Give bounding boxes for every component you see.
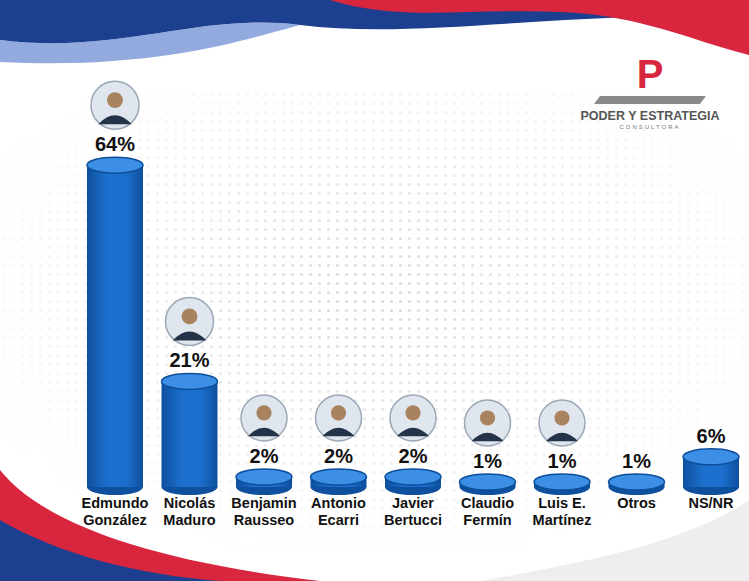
labels: 64% EdmundoGonzález 21% NicolásMaduro 2% Benj… xyxy=(82,81,735,528)
portrait-body xyxy=(322,428,354,437)
portrait xyxy=(91,81,139,129)
category-label: Luis E.Martínez xyxy=(533,495,592,528)
data-label: 1% xyxy=(473,450,502,472)
category-line: Javier xyxy=(392,495,434,511)
bar-top xyxy=(460,474,516,490)
bar-top xyxy=(683,449,739,465)
portrait xyxy=(241,395,287,441)
data-label: 1% xyxy=(548,450,577,472)
brand-name: PODER Y ESTRATEGIA xyxy=(581,109,720,123)
bar xyxy=(385,469,441,495)
category-line: Nicolás xyxy=(164,495,216,511)
category-label: NicolásMaduro xyxy=(163,495,216,528)
portrait xyxy=(316,395,362,441)
portrait-frame xyxy=(166,297,214,345)
portrait-frame xyxy=(316,395,362,441)
chart: P PODER Y ESTRATEGIACONSULTORA 64% EdmundoG… xyxy=(0,0,749,581)
bottom-swoosh-gray xyxy=(480,500,749,581)
data-label: 64% xyxy=(95,133,135,155)
bar-top xyxy=(385,469,441,485)
category-label: JavierBertucci xyxy=(384,495,442,528)
portrait-frame xyxy=(465,400,511,446)
portrait-frame xyxy=(91,81,139,129)
bottom-swoosh-blue xyxy=(0,520,220,581)
portrait-head xyxy=(331,405,346,420)
bar-body xyxy=(87,165,143,487)
category-line: Claudio xyxy=(461,495,514,511)
category-line: NS/NR xyxy=(688,495,734,511)
portrait xyxy=(465,400,511,446)
portrait-frame xyxy=(390,395,436,441)
top-swoosh-red xyxy=(330,0,749,55)
category-label: NS/NR xyxy=(688,495,734,511)
portrait-head xyxy=(182,308,198,324)
data-label: 2% xyxy=(250,445,279,467)
category-line: Fermín xyxy=(463,512,511,528)
bar-top xyxy=(534,474,590,490)
bar-top xyxy=(162,373,218,389)
bar xyxy=(311,469,367,495)
bar-top xyxy=(311,469,367,485)
portrait-head xyxy=(480,410,495,425)
bar-body xyxy=(162,381,218,487)
dot-fade-overlay xyxy=(0,90,749,550)
bar xyxy=(87,157,143,495)
data-label: 1% xyxy=(622,450,651,472)
bar xyxy=(683,449,739,495)
brand-base xyxy=(594,96,706,104)
portrait-head xyxy=(405,405,420,420)
bar xyxy=(609,474,665,495)
category-line: Antonio xyxy=(311,495,366,511)
bottom-swoosh-red xyxy=(0,470,320,581)
category-line: Rausseo xyxy=(234,512,295,528)
category-line: Benjamin xyxy=(231,495,296,511)
portrait-head xyxy=(554,410,569,425)
portrait xyxy=(539,400,585,446)
portrait-body xyxy=(471,433,503,442)
category-label: BenjaminRausseo xyxy=(231,495,296,528)
brand-letter: P xyxy=(637,52,664,96)
data-label: 2% xyxy=(324,445,353,467)
brand-tagline: CONSULTORA xyxy=(619,124,680,130)
portrait-body xyxy=(546,433,578,442)
category-line: Martínez xyxy=(533,512,592,528)
category-label: EdmundoGonzález xyxy=(82,495,149,528)
portrait xyxy=(390,395,436,441)
bar-top xyxy=(87,157,143,173)
category-line: Luis E. xyxy=(538,495,586,511)
category-line: González xyxy=(83,512,147,528)
category-line: Ecarri xyxy=(318,512,359,528)
top-swoosh-light xyxy=(0,23,300,64)
bar xyxy=(162,373,218,495)
data-label: 6% xyxy=(697,425,726,447)
category-line: Bertucci xyxy=(384,512,442,528)
portrait-body xyxy=(98,115,132,124)
category-line: Edmundo xyxy=(82,495,149,511)
portrait xyxy=(166,297,214,345)
background xyxy=(0,0,749,581)
portrait-body xyxy=(173,332,207,341)
bar xyxy=(460,474,516,495)
dot-texture xyxy=(0,90,749,550)
bars xyxy=(87,157,739,495)
portrait-body xyxy=(248,428,280,437)
portrait-frame xyxy=(539,400,585,446)
bar xyxy=(236,469,292,495)
brand: P PODER Y ESTRATEGIACONSULTORA xyxy=(581,52,720,130)
data-label: 2% xyxy=(399,445,428,467)
category-line: Otros xyxy=(617,495,656,511)
bar xyxy=(534,474,590,495)
portrait-head xyxy=(256,405,271,420)
category-label: ClaudioFermín xyxy=(461,495,514,528)
bar-top xyxy=(609,474,665,490)
data-label: 21% xyxy=(169,349,209,371)
portrait-head xyxy=(107,92,123,108)
bar-top xyxy=(236,469,292,485)
category-label: Otros xyxy=(617,495,656,511)
portrait-frame xyxy=(241,395,287,441)
category-label: AntonioEcarri xyxy=(311,495,366,528)
category-line: Maduro xyxy=(163,512,216,528)
portrait-body xyxy=(397,428,429,437)
